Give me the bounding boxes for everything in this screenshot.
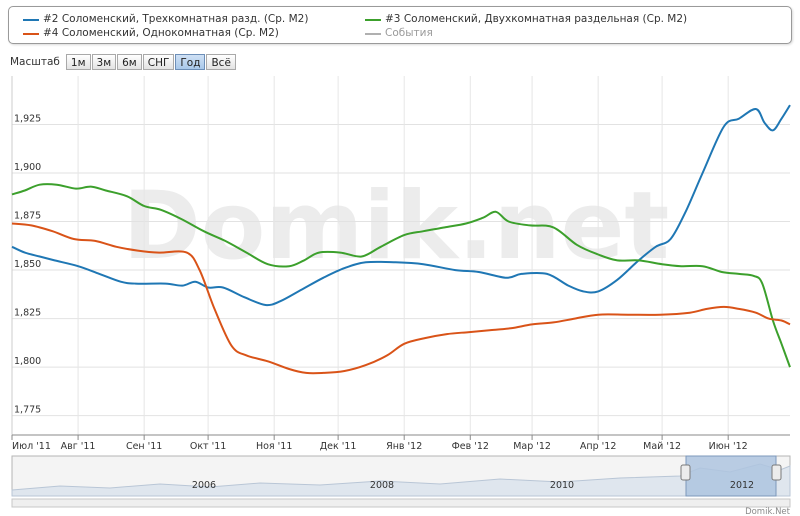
x-tick-label: Ноя '11 [256,441,292,452]
navigator-area [11,463,791,497]
legend-item-events[interactable]: События [365,27,433,40]
legend-label-events: События [385,27,433,39]
navigator-scrollbar[interactable] [11,498,791,508]
zoom-button-all[interactable]: Всё [206,54,236,70]
x-tick-label: Апр '12 [580,441,616,452]
chart-series [11,104,791,375]
x-tick-label: Янв '12 [386,441,422,452]
navigator-year-label: 2010 [550,480,574,491]
legend-item-series-3[interactable]: #3 Соломенский, Двухкомнатная раздельная… [365,13,687,26]
legend-label-series-2: #2 Соломенский, Трехкомнатная разд. (Ср.… [43,13,309,25]
y-axis-ticks: 1,775 1,800 1,825 1,850 1,875 1,900 1,925 [14,114,41,416]
chart-grid [11,76,790,435]
legend-swatch-series-2 [23,18,39,21]
x-axis-ticks: Июл '11 Авг '11 Сен '11 Окт '11 Ноя '11 Дек '… [11,435,748,452]
x-tick-label: Июл '11 [12,441,51,452]
zoom-label: Масштаб [10,56,60,68]
zoom-button-1m[interactable]: 1м [65,54,91,70]
navigator[interactable]: 2006 2008 2010 2012 [11,455,791,497]
legend-swatch-series-3 [365,18,381,21]
legend-swatch-series-4 [23,32,39,35]
y-tick-label: 1,800 [14,356,41,367]
x-tick-label: Сен '11 [126,441,162,452]
zoom-button-year[interactable]: Год [175,54,206,70]
x-tick-label: Июн '12 [709,441,748,452]
legend-item-series-2[interactable]: #2 Соломенский, Трехкомнатная разд. (Ср.… [23,13,308,26]
x-tick-label: Дек '11 [320,441,357,452]
x-tick-label: Май '12 [643,441,681,452]
legend-item-series-4[interactable]: #4 Соломенский, Однокомнатная (Ср. М2) [23,27,279,40]
x-tick-label: Авг '11 [61,441,96,452]
zoom-button-ytd[interactable]: СНГ [142,54,175,70]
navigator-left-handle[interactable] [680,464,691,481]
y-tick-label: 1,850 [14,259,41,270]
legend-label-series-4: #4 Соломенский, Однокомнатная (Ср. М2) [43,27,279,39]
navigator-right-handle[interactable] [771,464,782,481]
x-tick-label: Окт '11 [190,441,226,452]
zoom-button-6m[interactable]: 6м [117,54,142,70]
y-tick-label: 1,825 [14,308,41,319]
y-tick-label: 1,775 [14,405,41,416]
series-line-2 [11,104,791,307]
zoom-range-selector: Масштаб 1м 3м 6м СНГ Год Всё [10,53,237,71]
navigator-year-label: 2006 [192,480,216,491]
series-line-4 [11,222,791,375]
site-credit: Domik.Net [745,507,791,516]
x-tick-label: Фев '12 [452,441,489,452]
navigator-year-label: 2008 [370,480,394,491]
watermark: Domik.net [123,172,670,281]
y-tick-label: 1,925 [14,114,41,125]
legend-label-series-3: #3 Соломенский, Двухкомнатная раздельная… [385,13,688,25]
y-tick-label: 1,900 [14,162,41,173]
x-tick-label: Мар '12 [513,441,551,452]
navigator-year-label-selected: 2012 [730,480,754,491]
zoom-button-3m[interactable]: 3м [91,54,117,70]
chart-legend: #2 Соломенский, Трехкомнатная разд. (Ср.… [8,6,792,44]
series-line-3 [11,183,791,368]
y-tick-label: 1,875 [14,211,41,222]
legend-swatch-events [365,32,381,35]
